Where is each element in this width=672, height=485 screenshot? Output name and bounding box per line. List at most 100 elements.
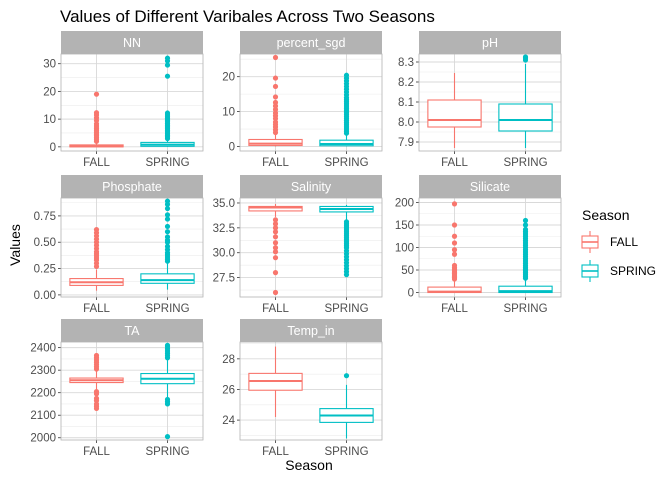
facet-panel-percent-sgd: percent_sgd 0 10 20 FALL SPRING bbox=[222, 31, 383, 169]
y-tick-label: 27.5 bbox=[213, 273, 235, 285]
x-tick-label: FALL bbox=[262, 303, 289, 315]
outlier-point bbox=[272, 225, 279, 231]
facet-panel-nn: NN 0 10 20 30 FALL SPRING bbox=[43, 31, 204, 169]
facet-strip-label: Salinity bbox=[291, 180, 332, 194]
facet-strip-label: Silicate bbox=[470, 180, 510, 194]
y-tick-label: 0 bbox=[50, 142, 56, 154]
boxplot-fall bbox=[69, 91, 124, 148]
outlier-point bbox=[164, 198, 171, 204]
outlier-point bbox=[272, 229, 279, 235]
legend-entry-fall: FALL bbox=[581, 231, 638, 253]
outlier-point bbox=[164, 243, 171, 250]
outlier-point bbox=[93, 391, 100, 397]
outlier-point bbox=[164, 205, 171, 212]
x-tick-label: FALL bbox=[262, 157, 289, 169]
boxplot-spring bbox=[498, 54, 553, 148]
boxplot-spring bbox=[319, 373, 374, 439]
x-tick-label: SPRING bbox=[145, 446, 189, 458]
boxplot-fall bbox=[69, 226, 124, 291]
box-iqr bbox=[498, 285, 553, 294]
outlier-point bbox=[522, 222, 529, 228]
legend: Season FALL SPRING bbox=[581, 207, 656, 282]
facet-strip-label: TA bbox=[124, 324, 140, 338]
y-tick-label: 8.2 bbox=[398, 77, 414, 89]
outlier-point bbox=[451, 262, 458, 269]
y-tick-label: 32.5 bbox=[213, 223, 235, 235]
y-tick-label: 30.0 bbox=[213, 248, 235, 260]
outlier-point bbox=[343, 272, 350, 278]
y-tick-label: 8.1 bbox=[398, 97, 414, 109]
boxplot-spring bbox=[498, 217, 553, 294]
outlier-point bbox=[272, 75, 279, 81]
outlier-point bbox=[164, 229, 171, 235]
y-tick-label: 100 bbox=[395, 243, 414, 255]
boxplot-fall bbox=[69, 352, 124, 412]
x-tick-label: FALL bbox=[262, 446, 289, 458]
chart-title: Values of Different Varibales Across Two… bbox=[60, 7, 435, 26]
boxplot-spring bbox=[140, 198, 195, 290]
x-tick-label: SPRING bbox=[503, 303, 547, 315]
boxplot-fall bbox=[248, 346, 303, 418]
outlier-point bbox=[343, 72, 350, 78]
y-tick-label: 0.50 bbox=[34, 237, 56, 249]
y-tick-label: 10 bbox=[222, 107, 235, 119]
panel-border bbox=[418, 53, 562, 152]
y-tick-label: 2400 bbox=[30, 343, 56, 355]
outlier-point bbox=[93, 352, 100, 359]
y-tick-label: 0.25 bbox=[34, 264, 56, 276]
y-tick-label: 0 bbox=[408, 288, 414, 300]
facet-strip bbox=[240, 175, 382, 198]
boxplot-fall bbox=[248, 54, 303, 147]
panel-border bbox=[239, 53, 383, 152]
outlier-point bbox=[272, 217, 279, 223]
boxplot-spring bbox=[140, 55, 195, 147]
y-tick-label: 2000 bbox=[30, 433, 56, 445]
outlier-point bbox=[164, 234, 171, 240]
facet-strip-label: pH bbox=[482, 36, 498, 50]
y-tick-label: 0.75 bbox=[34, 211, 56, 223]
outlier-point bbox=[451, 201, 458, 207]
x-tick-label: FALL bbox=[83, 157, 110, 169]
outlier-point bbox=[451, 222, 458, 228]
outlier-point bbox=[522, 217, 529, 224]
x-tick-label: SPRING bbox=[503, 157, 547, 169]
facet-panel-temp-in: Temp_in 24 26 28 FALL SPRING bbox=[222, 319, 383, 458]
outlier-point bbox=[451, 247, 458, 253]
y-axis-title: Values bbox=[7, 224, 23, 266]
box-iqr bbox=[319, 139, 374, 147]
outlier-point bbox=[93, 405, 100, 412]
panel-border bbox=[60, 53, 204, 152]
facet-strip-label: Phosphate bbox=[102, 180, 162, 194]
facet-strip bbox=[61, 175, 203, 198]
boxplot-spring bbox=[140, 342, 195, 440]
x-tick-label: SPRING bbox=[145, 157, 189, 169]
box-iqr bbox=[498, 103, 553, 132]
panel-border bbox=[239, 197, 383, 298]
x-tick-label: SPRING bbox=[324, 446, 368, 458]
y-tick-label: 24 bbox=[222, 415, 235, 427]
x-tick-label: FALL bbox=[83, 446, 110, 458]
x-tick-label: SPRING bbox=[145, 303, 189, 315]
outlier-point bbox=[522, 226, 529, 233]
y-tick-label: 2100 bbox=[30, 410, 56, 422]
boxplot-spring bbox=[319, 72, 374, 147]
boxplot-fall bbox=[248, 203, 303, 296]
outlier-point bbox=[272, 234, 279, 240]
panel-border bbox=[60, 197, 204, 298]
outlier-point bbox=[451, 233, 458, 239]
outlier-point bbox=[522, 54, 529, 60]
y-tick-label: 50 bbox=[401, 265, 414, 277]
panel-border bbox=[60, 341, 204, 441]
outlier-point bbox=[164, 73, 171, 79]
outlier-point bbox=[164, 212, 171, 218]
facet-strip-label: NN bbox=[123, 36, 141, 50]
y-tick-label: 28 bbox=[222, 354, 235, 366]
outlier-point bbox=[451, 251, 458, 257]
x-tick-label: SPRING bbox=[324, 303, 368, 315]
boxplot-spring bbox=[319, 204, 374, 278]
outlier-point bbox=[272, 54, 279, 61]
facet-panel-salinity: Salinity 27.5 30.0 32.5 35.0 FALL SPRING bbox=[213, 175, 383, 315]
outlier-point bbox=[164, 62, 171, 68]
